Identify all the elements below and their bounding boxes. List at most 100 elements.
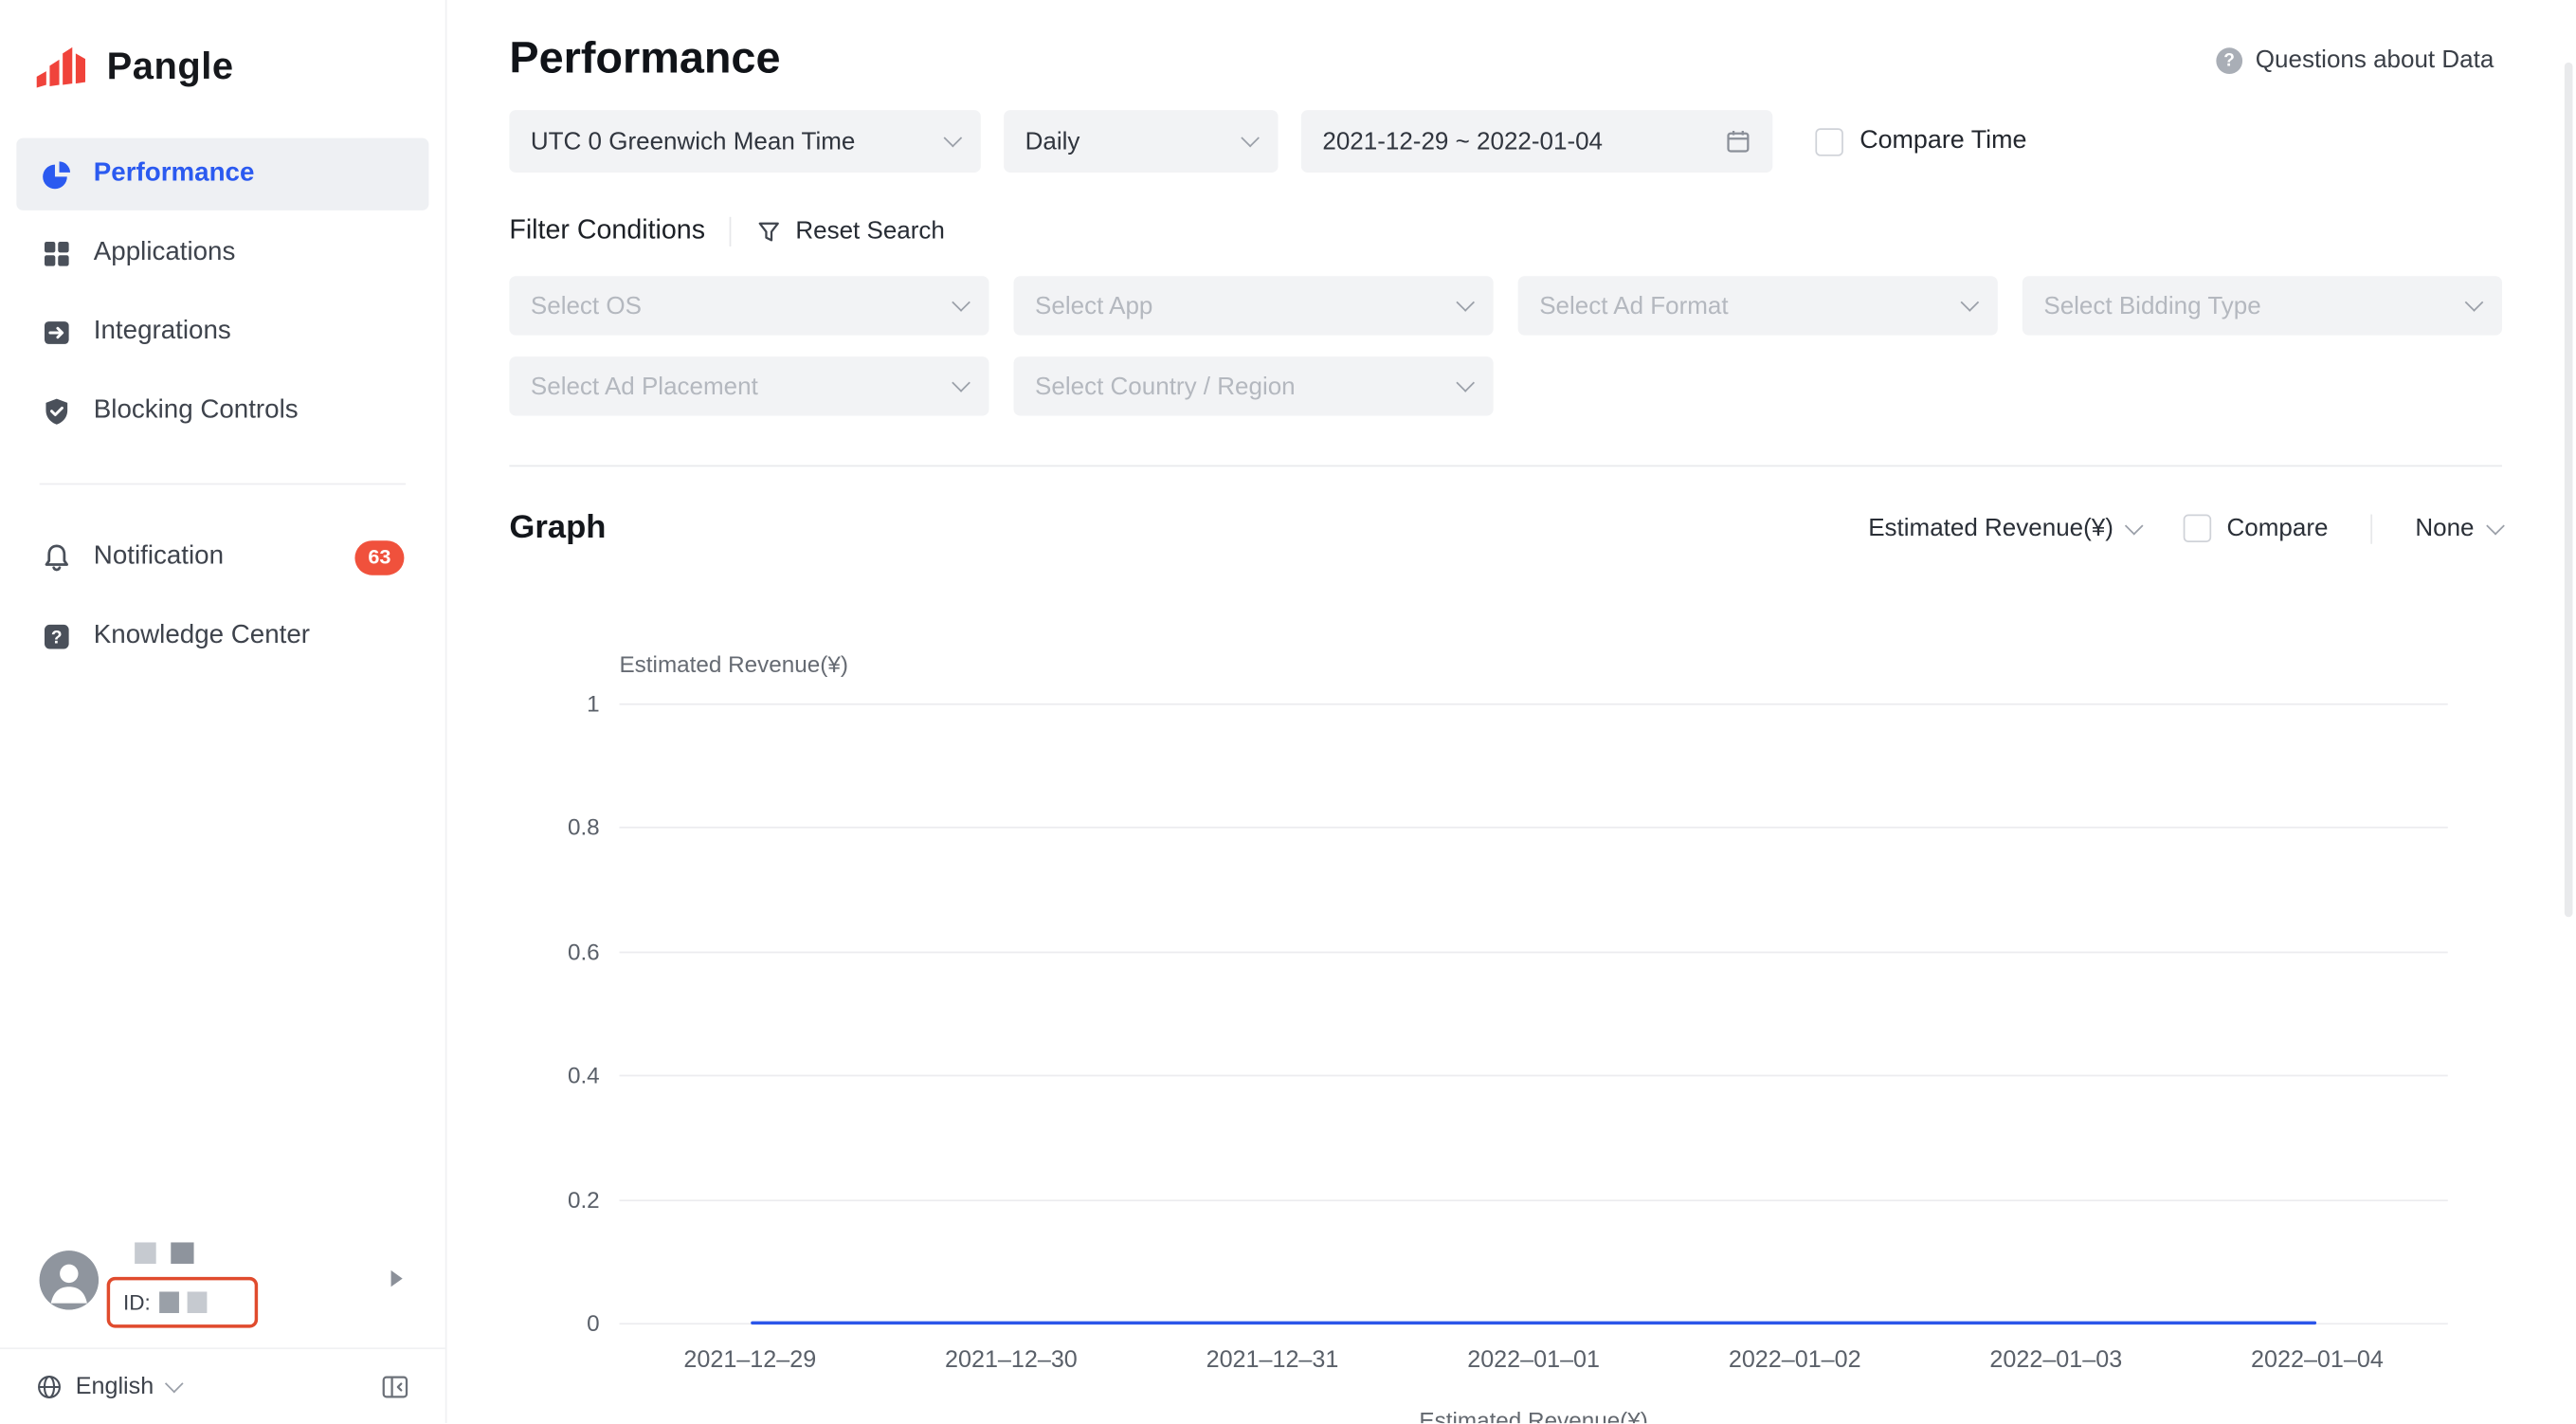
gridline (619, 826, 2448, 829)
sidebar-item-performance[interactable]: Performance (16, 137, 429, 210)
gridline (619, 951, 2448, 954)
page-title: Performance (509, 32, 781, 82)
globe-icon (36, 1373, 63, 1399)
redacted-account-name-block (135, 1242, 156, 1264)
question-circle-icon: ? (2216, 46, 2242, 74)
filter-conditions-row: Filter Conditions Reset Search (509, 215, 2576, 246)
sidebar-nav: Performance Applications (0, 137, 445, 672)
select-country-region-placeholder: Select Country / Region (1035, 372, 1296, 401)
notification-count-badge: 63 (354, 539, 405, 575)
sidebar-footer: English (0, 1347, 445, 1423)
gridline (619, 1074, 2448, 1077)
compare-time-checkbox[interactable] (1815, 127, 1843, 155)
select-os[interactable]: Select OS (509, 276, 989, 336)
granularity-value: Daily (1025, 127, 1080, 155)
account-id-highlight-box: ID: (106, 1276, 259, 1328)
pangle-logo-icon (36, 41, 92, 90)
compare-label: Compare (2226, 514, 2329, 543)
chevron-down-icon (1456, 374, 1475, 393)
shield-icon (41, 395, 72, 427)
select-ad-placement-placeholder: Select Ad Placement (530, 372, 758, 401)
pangle-logo[interactable]: Pangle (0, 0, 445, 105)
brand-name: Pangle (106, 43, 234, 87)
revenue-line-chart: Estimated Revenue(¥) 1 0.8 0.6 0.4 0.2 0… (568, 641, 2448, 1424)
pie-chart-icon (41, 158, 72, 190)
chevron-down-icon (952, 374, 971, 393)
sidebar-item-label: Performance (93, 159, 255, 188)
chevron-down-icon (1241, 128, 1260, 148)
x-tick-label: 2021–12–31 (1206, 1347, 1339, 1375)
apps-grid-icon (41, 237, 72, 268)
graph-header: Graph Estimated Revenue(¥) Compare None (509, 509, 2505, 547)
select-app[interactable]: Select App (1013, 276, 1494, 336)
sidebar-item-blocking-controls[interactable]: Blocking Controls (16, 374, 428, 447)
select-ad-placement[interactable]: Select Ad Placement (509, 356, 989, 416)
language-switcher[interactable]: English (36, 1373, 183, 1399)
avatar[interactable] (39, 1251, 100, 1310)
page-scrollbar[interactable] (2564, 62, 2573, 918)
reset-search-label: Reset Search (795, 216, 945, 246)
page-header: Performance ? Questions about Data (446, 0, 2575, 83)
chevron-down-icon (943, 128, 963, 148)
chevron-down-icon (952, 293, 971, 312)
x-tick-label: 2022–01–01 (1467, 1347, 1601, 1375)
dimension-value: None (2415, 514, 2475, 543)
select-bidding-type-placeholder: Select Bidding Type (2043, 291, 2261, 320)
x-tick-label: 2021–12–30 (945, 1347, 1078, 1375)
gridline (619, 1199, 2448, 1202)
sidebar-item-notification[interactable]: Notification 63 (16, 520, 428, 593)
filter-conditions-label: Filter Conditions (509, 215, 706, 246)
account-area[interactable]: ID: (0, 1242, 445, 1347)
sidebar-divider (39, 483, 407, 485)
dimension-select[interactable]: None (2415, 514, 2505, 543)
y-tick-label: 0.2 (567, 1186, 600, 1214)
metric-select[interactable]: Estimated Revenue(¥) (1868, 514, 2145, 543)
select-country-region[interactable]: Select Country / Region (1013, 356, 1494, 416)
sidebar: Pangle Performance (0, 0, 447, 1424)
y-tick-label: 0 (587, 1309, 600, 1337)
y-axis-label: Estimated Revenue(¥) (619, 650, 848, 678)
collapse-sidebar-button[interactable] (381, 1373, 408, 1399)
timezone-select[interactable]: UTC 0 Greenwich Mean Time (509, 110, 981, 173)
account-expand-arrow-icon[interactable] (390, 1269, 403, 1287)
y-tick-label: 1 (587, 690, 600, 717)
select-bidding-type[interactable]: Select Bidding Type (2022, 276, 2502, 336)
sidebar-item-label: Knowledge Center (93, 621, 310, 649)
redacted-account-id-block (158, 1291, 179, 1313)
y-tick-label: 0.4 (567, 1061, 600, 1088)
select-ad-format[interactable]: Select Ad Format (1517, 276, 1998, 336)
filter-selects: Select OS Select App Select Ad Format Se… (509, 276, 2502, 416)
redacted-account-id-block (186, 1291, 207, 1313)
questions-about-data-label: Questions about Data (2255, 46, 2494, 75)
svg-text:?: ? (51, 628, 63, 648)
account-id-label: ID: (123, 1289, 151, 1315)
metric-value: Estimated Revenue(¥) (1868, 514, 2113, 543)
x-tick-label: 2022–01–04 (2251, 1347, 2384, 1375)
vertical-divider (730, 215, 732, 246)
compare-toggle[interactable]: Compare (2184, 514, 2329, 543)
date-range-value: 2021-12-29 ~ 2022-01-04 (1322, 127, 1604, 155)
y-tick-label: 0.8 (567, 813, 600, 840)
section-divider (509, 465, 2502, 467)
date-range-picker[interactable]: 2021-12-29 ~ 2022-01-04 (1300, 110, 1773, 173)
granularity-select[interactable]: Daily (1004, 110, 1279, 173)
sidebar-item-applications[interactable]: Applications (16, 217, 428, 289)
x-tick-label: 2021–12–29 (683, 1347, 817, 1375)
reset-search-button[interactable]: Reset Search (756, 217, 945, 245)
chevron-down-icon (2486, 516, 2505, 535)
chevron-down-icon (1960, 293, 1980, 312)
vertical-divider (2370, 513, 2373, 543)
chevron-down-icon (164, 1373, 183, 1393)
integrations-icon (41, 317, 72, 348)
chart-legend-label: Estimated Revenue(¥) (1419, 1406, 1648, 1424)
calendar-icon (1725, 128, 1751, 155)
questions-about-data-link[interactable]: ? Questions about Data (2216, 46, 2494, 74)
sidebar-item-knowledge-center[interactable]: ? Knowledge Center (16, 600, 428, 672)
sidebar-item-label: Notification (93, 542, 225, 571)
select-app-placeholder: Select App (1035, 291, 1153, 320)
sidebar-item-integrations[interactable]: Integrations (16, 296, 428, 368)
compare-time-toggle[interactable]: Compare Time (1815, 126, 2026, 155)
graph-title: Graph (509, 509, 607, 546)
sidebar-item-label: Blocking Controls (93, 395, 299, 425)
compare-checkbox[interactable] (2184, 514, 2212, 543)
